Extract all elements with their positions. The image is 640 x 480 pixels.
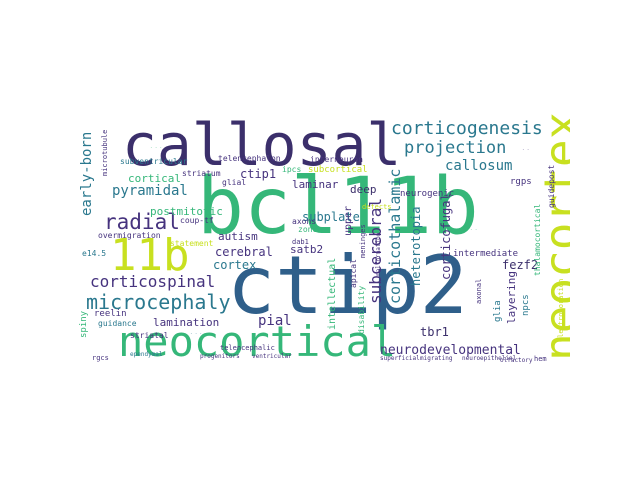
word-e14.5: e14.5	[82, 249, 107, 258]
word-callosal: callosal	[122, 111, 402, 179]
word-heterotopia: heterotopia	[409, 206, 423, 286]
word-ctip1: ctip1	[240, 167, 277, 181]
word-meninges: meninges	[359, 224, 367, 258]
word-apical: apical	[349, 259, 358, 288]
word-spiny: spiny	[79, 310, 89, 338]
word-reelin: reelin	[94, 309, 127, 319]
word-migrating: migrating	[420, 355, 453, 362]
word-ctip2: ctip2	[227, 239, 468, 332]
word-corticofugal: corticofugal	[439, 193, 453, 280]
word-interneuron: interneuron	[310, 155, 363, 164]
word-defects: defects	[362, 203, 392, 211]
word-guidepost: guidepost	[547, 164, 556, 208]
word-satb2: satb2	[290, 243, 324, 256]
word-deep: deep	[350, 183, 377, 196]
word-tbr1: tbr1	[420, 325, 449, 339]
word-ventricular: ventricular	[252, 353, 292, 360]
word-neurodevelopmental: neurodevelopmental	[380, 343, 521, 358]
word-cortex: cortex	[213, 258, 257, 272]
word-coup-tf: coup-tf	[180, 216, 214, 225]
word-telencephalic: telencephalic	[220, 344, 275, 352]
word-11b: 11b	[110, 230, 190, 281]
word-subventricular: subventricular	[120, 157, 188, 166]
word-cortical: cortical	[128, 172, 181, 185]
word-layering: layering	[505, 271, 518, 324]
word-progenitors: progenitors	[200, 353, 240, 360]
word-olfactory: olfactory	[500, 357, 533, 364]
word-microtubule: microtubule	[101, 129, 109, 176]
word-postmitotic: postmitotic	[150, 205, 223, 218]
word-axonal: axonal	[475, 278, 483, 304]
word-dab1: dab1	[292, 238, 309, 246]
word-bcl11b: bcl11b	[197, 162, 479, 252]
filler-text: · ·	[470, 227, 478, 232]
word-disability: disability	[357, 285, 366, 334]
word-neocortical: neocortical	[118, 317, 397, 366]
word-thalamocortical: thalamocortical	[533, 203, 542, 276]
word-radial: radial	[104, 210, 180, 234]
word-ependymal: ependymal	[130, 351, 163, 358]
word-cloud: bcl11b ctip2 callosal neocortical neocor…	[70, 108, 570, 372]
word-upper: upper	[343, 205, 354, 236]
word-guidance: guidance	[98, 319, 137, 328]
word-electroporation: electroporation	[557, 278, 565, 342]
word-pial: pial	[258, 313, 292, 329]
word-malformation: malformation	[375, 232, 382, 276]
word-corticospinal: corticospinal	[90, 272, 216, 291]
word-glia: glia	[493, 300, 503, 322]
word-intermediate: intermediate	[453, 249, 519, 259]
word-neurogenic: neurogenic	[400, 189, 455, 199]
word-intellectual: intellectual	[327, 257, 338, 330]
word-statement: statement	[170, 239, 214, 248]
word-striatal: striatal	[130, 331, 169, 340]
word-rgps: rgps	[510, 177, 532, 187]
word-zone: zone	[298, 225, 318, 234]
word-npcs: npcs	[521, 294, 531, 316]
word-ipcs: ipcs	[282, 165, 302, 174]
word-overmigration: overmigration	[98, 231, 161, 240]
word-microcephaly: microcephaly	[86, 290, 231, 314]
word-callosum: callosum	[445, 158, 513, 174]
word-striatum: striatum	[182, 169, 221, 178]
word-pyramidal: pyramidal	[112, 183, 188, 199]
word-corticothalamic: corticothalamic	[386, 168, 404, 304]
word-subcortical: subcortical	[308, 165, 368, 175]
word-projection: projection	[404, 138, 507, 158]
filler-text: · · ·	[190, 331, 203, 336]
word-fezf2: fezf2	[502, 258, 539, 272]
word-glial: glial	[222, 178, 247, 187]
word-subplate: subplate	[302, 210, 360, 224]
filler-text: · · ·	[150, 145, 163, 150]
word-neocortex: neocortex	[534, 111, 570, 361]
word-lamination: lamination	[153, 316, 220, 329]
word-hem: hem	[534, 355, 547, 363]
word-telencephalon: telencephalon	[218, 154, 281, 163]
word-superficial: superficial	[380, 355, 420, 362]
word-cerebral: cerebral	[215, 245, 273, 259]
word-axons: axons	[292, 217, 317, 226]
word-rgcs: rgcs	[92, 354, 109, 362]
filler-text: · ·	[522, 147, 530, 152]
word-autism: autism	[218, 230, 258, 243]
word-neuroepithelial: neuroepithelial	[462, 355, 517, 362]
word-laminar: laminar	[292, 178, 339, 191]
word-corticogenesis: corticogenesis	[391, 118, 543, 139]
word-early-born: early-born	[79, 131, 95, 216]
